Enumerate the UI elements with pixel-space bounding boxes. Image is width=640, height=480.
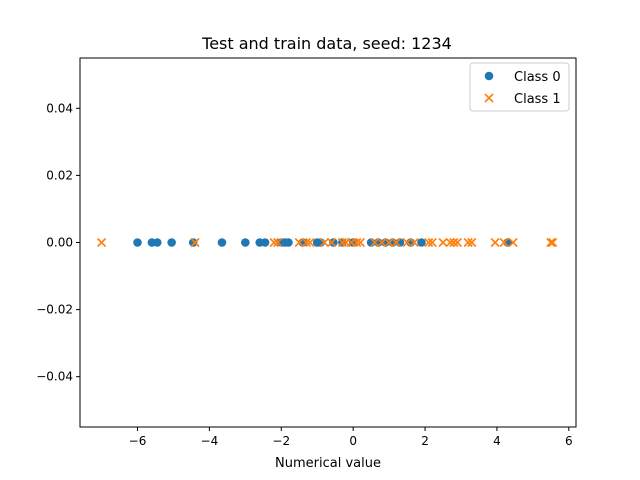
legend-marker-circle <box>484 71 494 81</box>
y-tick-label: −0.04 <box>36 370 73 384</box>
class-1-point <box>449 237 459 248</box>
class-1-point <box>548 237 558 248</box>
class-0-point <box>152 238 162 247</box>
class-1-point <box>305 237 315 248</box>
y-tick-label: 0.02 <box>46 168 73 182</box>
class-0-point <box>284 238 293 247</box>
class-1-point <box>424 237 434 248</box>
y-tick-label: −0.02 <box>36 303 73 317</box>
class-1-point <box>190 237 200 248</box>
class-1-point <box>499 237 509 248</box>
x-tick-label: 0 <box>349 434 357 448</box>
y-tick-label: 0.04 <box>46 101 73 115</box>
class-1-point <box>337 237 347 248</box>
plot-frame <box>79 57 577 428</box>
class-1-point <box>384 237 394 248</box>
legend-entry-class-0: Class 0 <box>484 70 561 85</box>
x-axis-label: Numerical value <box>275 456 381 471</box>
class-1-point <box>327 237 337 248</box>
class-1-point <box>467 237 477 248</box>
class-1-point <box>402 237 412 248</box>
class-1-point <box>445 237 455 248</box>
class-1-point <box>377 237 387 248</box>
x-tick-label: 2 <box>421 434 429 448</box>
data-points <box>96 237 558 248</box>
chart-title: Test and train data, seed: 1234 <box>201 34 452 53</box>
class-1-point <box>508 237 518 248</box>
class-1-point <box>269 237 279 248</box>
legend-frame <box>469 62 570 112</box>
class-1-point <box>490 237 500 248</box>
y-axis-ticks: 0.04 0.02 0.00 −0.02 −0.04 <box>36 101 80 384</box>
class-1-point <box>409 237 419 248</box>
class-1-point <box>319 237 329 248</box>
class-1-point <box>427 237 437 248</box>
x-tick-label: −4 <box>201 434 219 448</box>
class-1-point <box>96 237 107 248</box>
legend-marker-x <box>484 93 494 103</box>
class-0-point <box>188 238 198 247</box>
class-1-point <box>294 237 304 248</box>
class-1-point <box>273 237 283 248</box>
class-0-point <box>133 238 142 247</box>
legend-label: Class 0 <box>514 70 561 85</box>
class-0-point <box>260 238 270 247</box>
class-1-point <box>463 237 473 248</box>
legend-label: Class 1 <box>514 92 561 107</box>
class-1-point <box>546 237 556 248</box>
legend-entry-class-1: Class 1 <box>484 92 561 107</box>
class-1-point <box>355 237 365 248</box>
x-tick-label: −2 <box>272 434 290 448</box>
x-tick-label: 4 <box>493 434 501 448</box>
class-1-point <box>452 237 462 248</box>
x-tick-label: −6 <box>129 434 147 448</box>
class-0-point <box>167 238 176 247</box>
legend: Class 0 Class 1 <box>469 62 570 112</box>
class-1-point <box>438 237 448 248</box>
class-0-point <box>329 238 338 247</box>
class-1-point <box>370 237 380 248</box>
class-0-point <box>217 238 227 247</box>
x-tick-label: 6 <box>565 434 573 448</box>
class-1-point <box>352 237 362 248</box>
y-tick-label: 0.00 <box>46 236 73 250</box>
class-0-point <box>241 238 250 247</box>
class-1-point <box>301 237 312 248</box>
x-axis-ticks: −6 −4 −2 0 2 4 6 <box>129 427 573 448</box>
class-0-point <box>417 238 426 247</box>
class-1-point <box>391 237 401 248</box>
